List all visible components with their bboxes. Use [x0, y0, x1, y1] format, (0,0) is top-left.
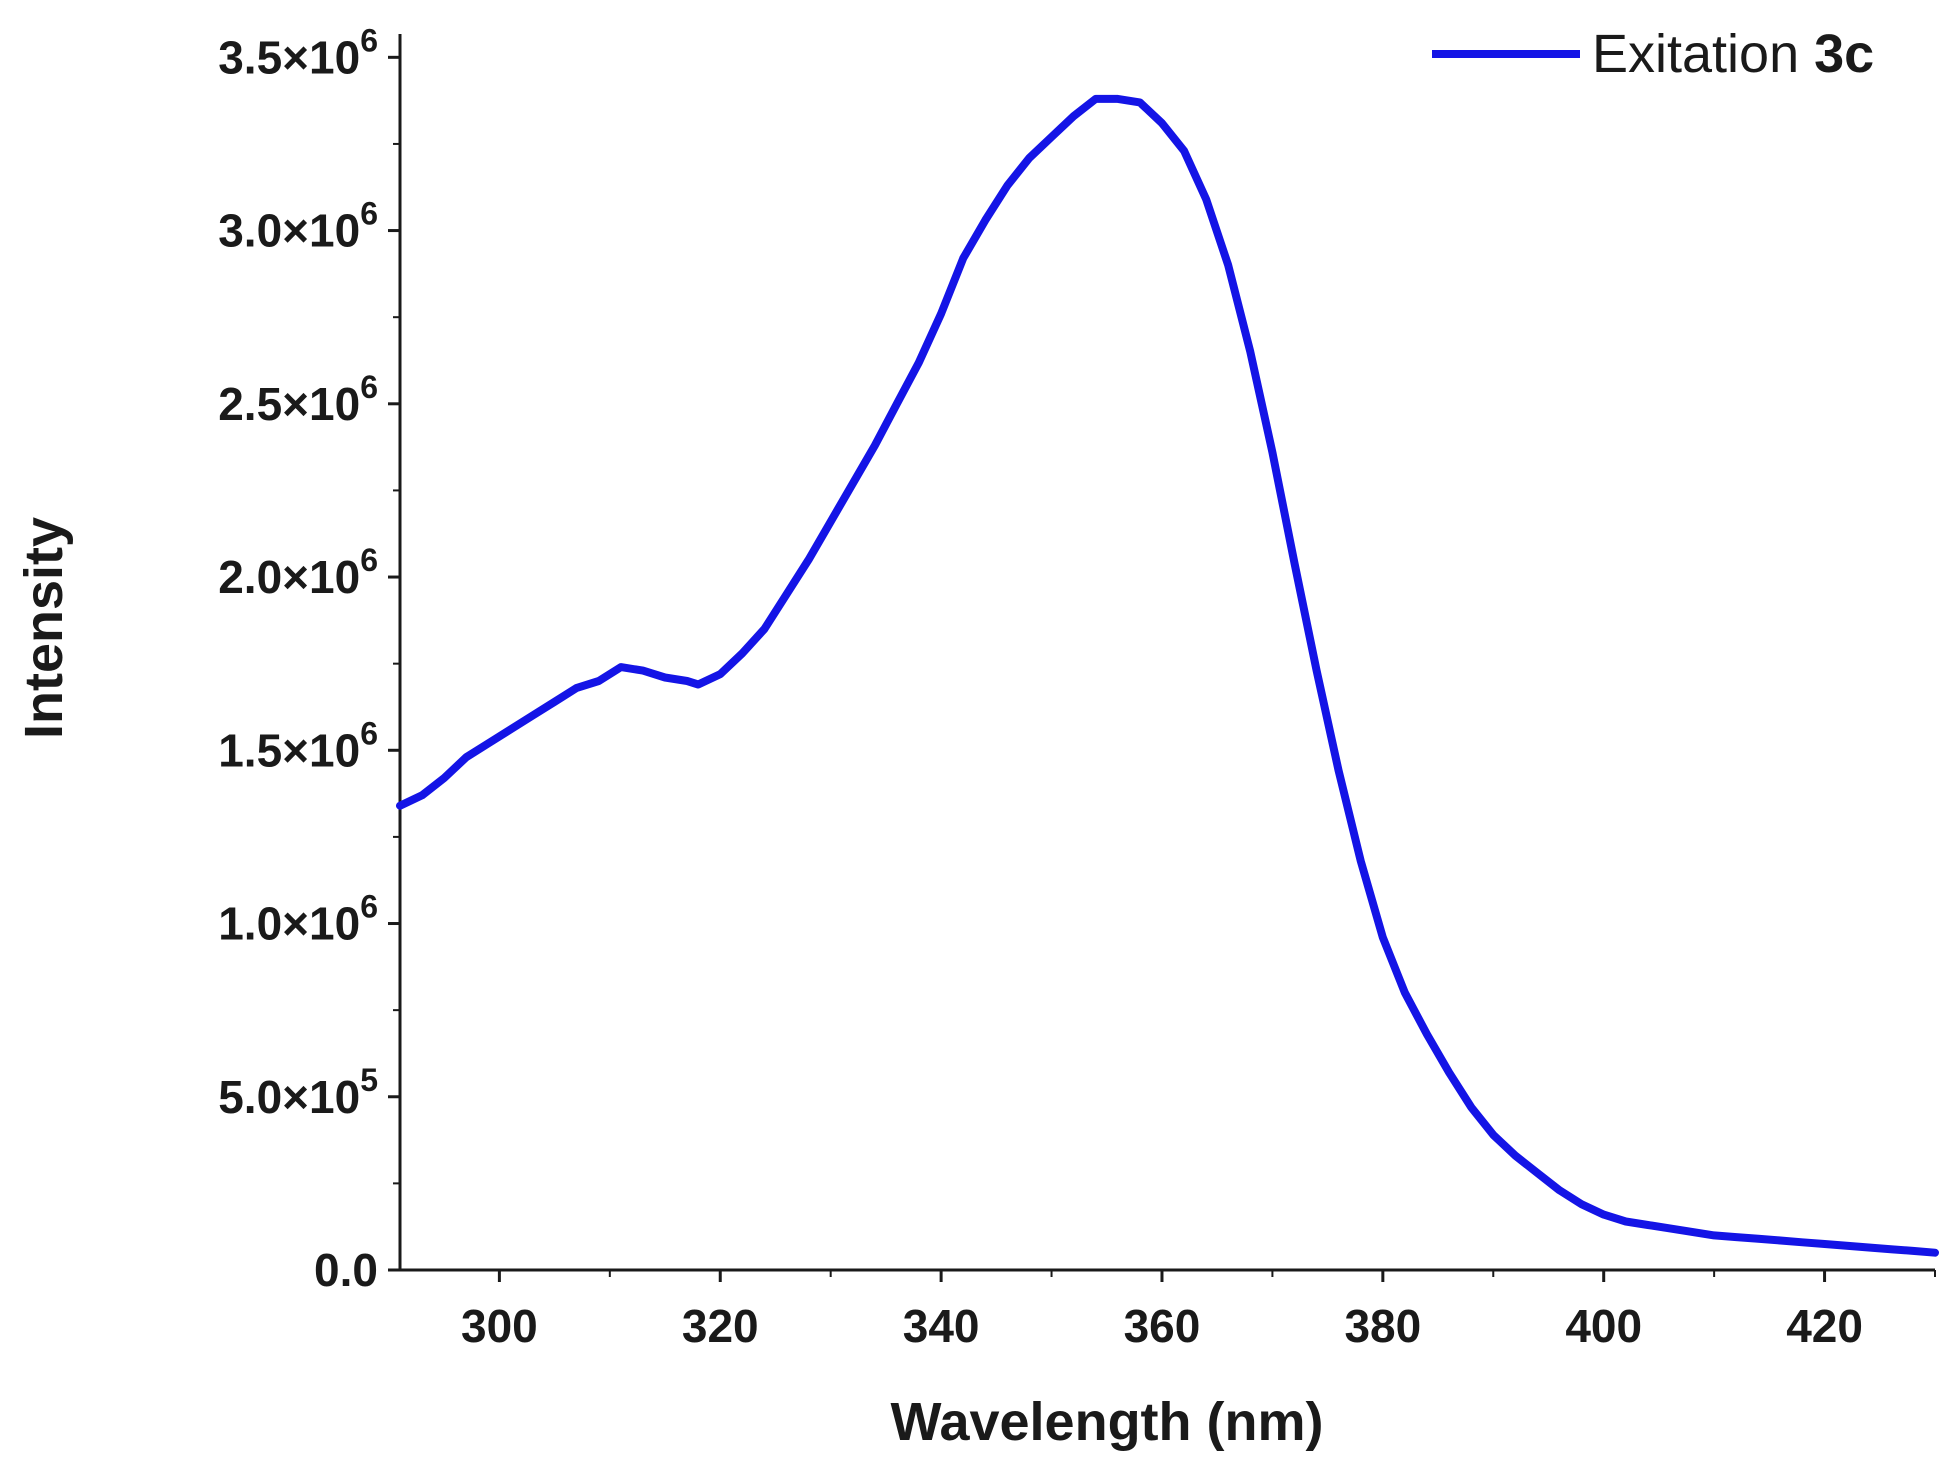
legend-label-bold: 3c: [1814, 24, 1874, 84]
series-group: [396, 94, 1939, 1257]
x-tick-label: 300: [461, 1300, 538, 1352]
y-axis: 0.0 5.0×105 1.0×106 1.5×106 2.0×106 2.5×106 3.…: [218, 22, 402, 1296]
x-tick-label: 360: [1124, 1300, 1201, 1352]
x-axis-title: Wavelength (nm): [890, 1392, 1323, 1452]
legend-label: Exitation 3c: [1592, 24, 1874, 84]
x-tick-label: 380: [1344, 1300, 1421, 1352]
y-tick-label: 3.0×106: [218, 196, 378, 257]
y-tick-label: 1.5×106: [218, 715, 378, 776]
series-line-exitation-3c: [396, 94, 1939, 1257]
x-tick-label: 420: [1786, 1300, 1863, 1352]
y-tick-label: 1.0×106: [218, 889, 378, 950]
legend-label-text: Exitation: [1592, 24, 1814, 84]
x-axis: 300 320 340 360 380 400 420: [400, 1268, 1936, 1352]
x-tick-label: 320: [682, 1300, 759, 1352]
x-tick-label: 400: [1565, 1300, 1642, 1352]
legend: Exitation 3c: [1432, 24, 1874, 84]
y-tick-label: 3.5×106: [218, 22, 378, 83]
x-tick-label: 340: [903, 1300, 980, 1352]
y-tick-label: 2.0×106: [218, 542, 378, 603]
y-axis-title: Intensity: [14, 517, 74, 739]
y-tick-label: 5.0×105: [218, 1062, 378, 1123]
y-tick-label: 2.5×106: [218, 369, 378, 430]
y-tick-label: 0.0: [314, 1244, 378, 1296]
